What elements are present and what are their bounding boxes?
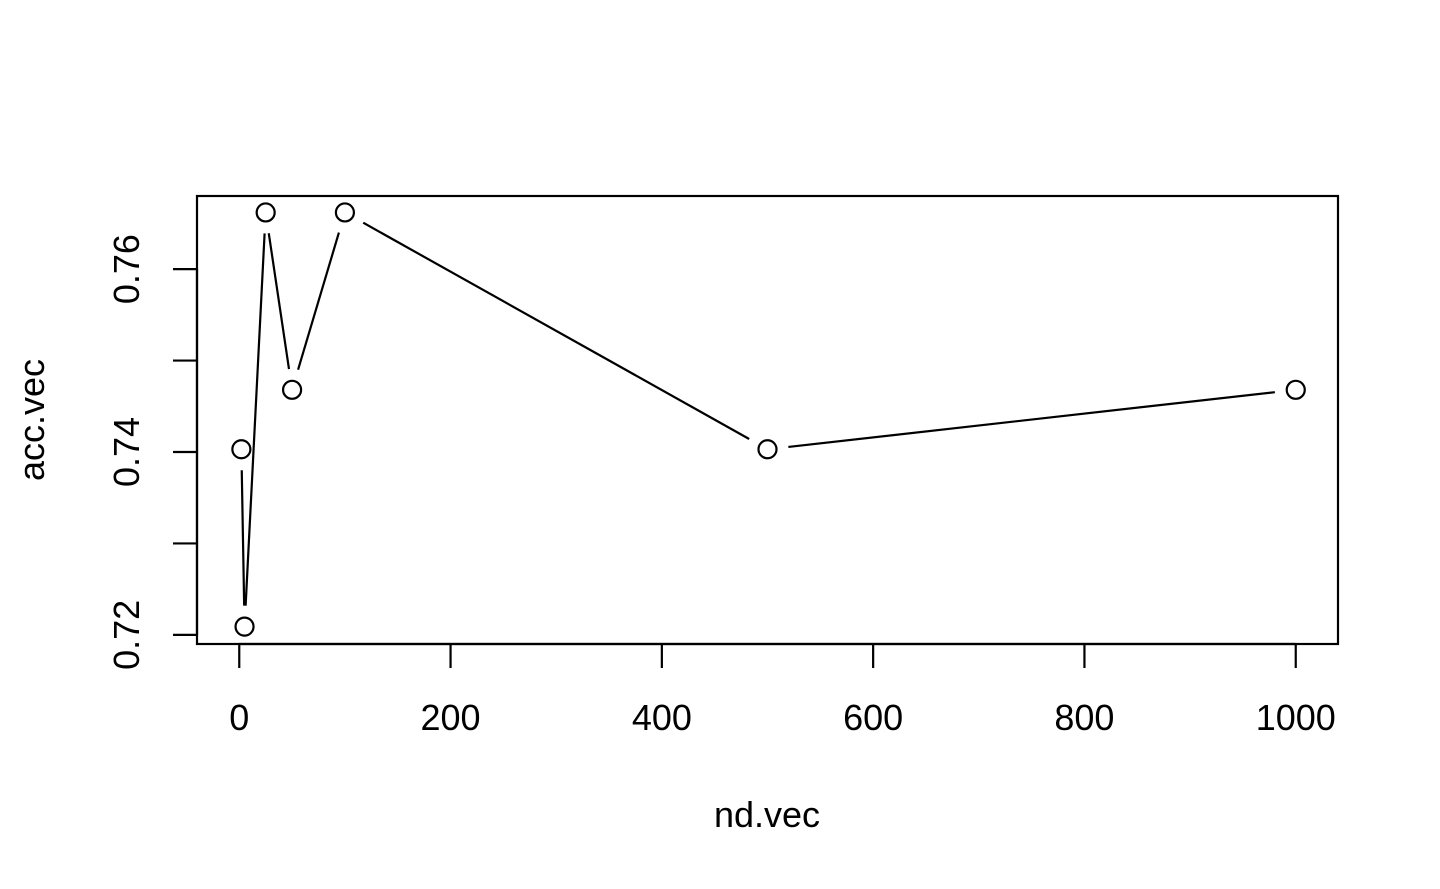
- y-axis-title: acc.vec: [11, 359, 52, 481]
- x-tick-label: 800: [1054, 697, 1114, 738]
- x-tick-label: 0: [229, 697, 249, 738]
- series-group: [231, 202, 1306, 637]
- y-axis: 0.72 0.74 0.76: [106, 234, 199, 670]
- series-segment: [788, 391, 1275, 449]
- data-point: [234, 616, 255, 637]
- y-tick-label: 0.76: [106, 234, 147, 304]
- x-tick-label: 200: [421, 697, 481, 738]
- data-point: [334, 202, 356, 223]
- series-segment: [267, 233, 291, 370]
- data-point: [757, 439, 778, 460]
- series-segment: [240, 470, 246, 606]
- x-axis: 0 200 400 600 800 1000: [229, 642, 1336, 738]
- x-tick-label: 400: [632, 697, 692, 738]
- data-point: [231, 439, 252, 460]
- series-segment: [297, 232, 340, 371]
- data-point: [281, 379, 303, 400]
- series-segment: [362, 221, 750, 440]
- y-tick-label: 0.72: [106, 600, 147, 670]
- x-tick-label: 600: [843, 697, 903, 738]
- data-point: [1285, 379, 1306, 400]
- data-point: [255, 202, 276, 223]
- y-tick-label: 0.74: [106, 417, 147, 487]
- plot-frame: [195, 194, 1340, 646]
- x-tick-label: 1000: [1256, 697, 1336, 738]
- series-segment: [244, 233, 266, 606]
- x-axis-title: nd.vec: [714, 794, 820, 835]
